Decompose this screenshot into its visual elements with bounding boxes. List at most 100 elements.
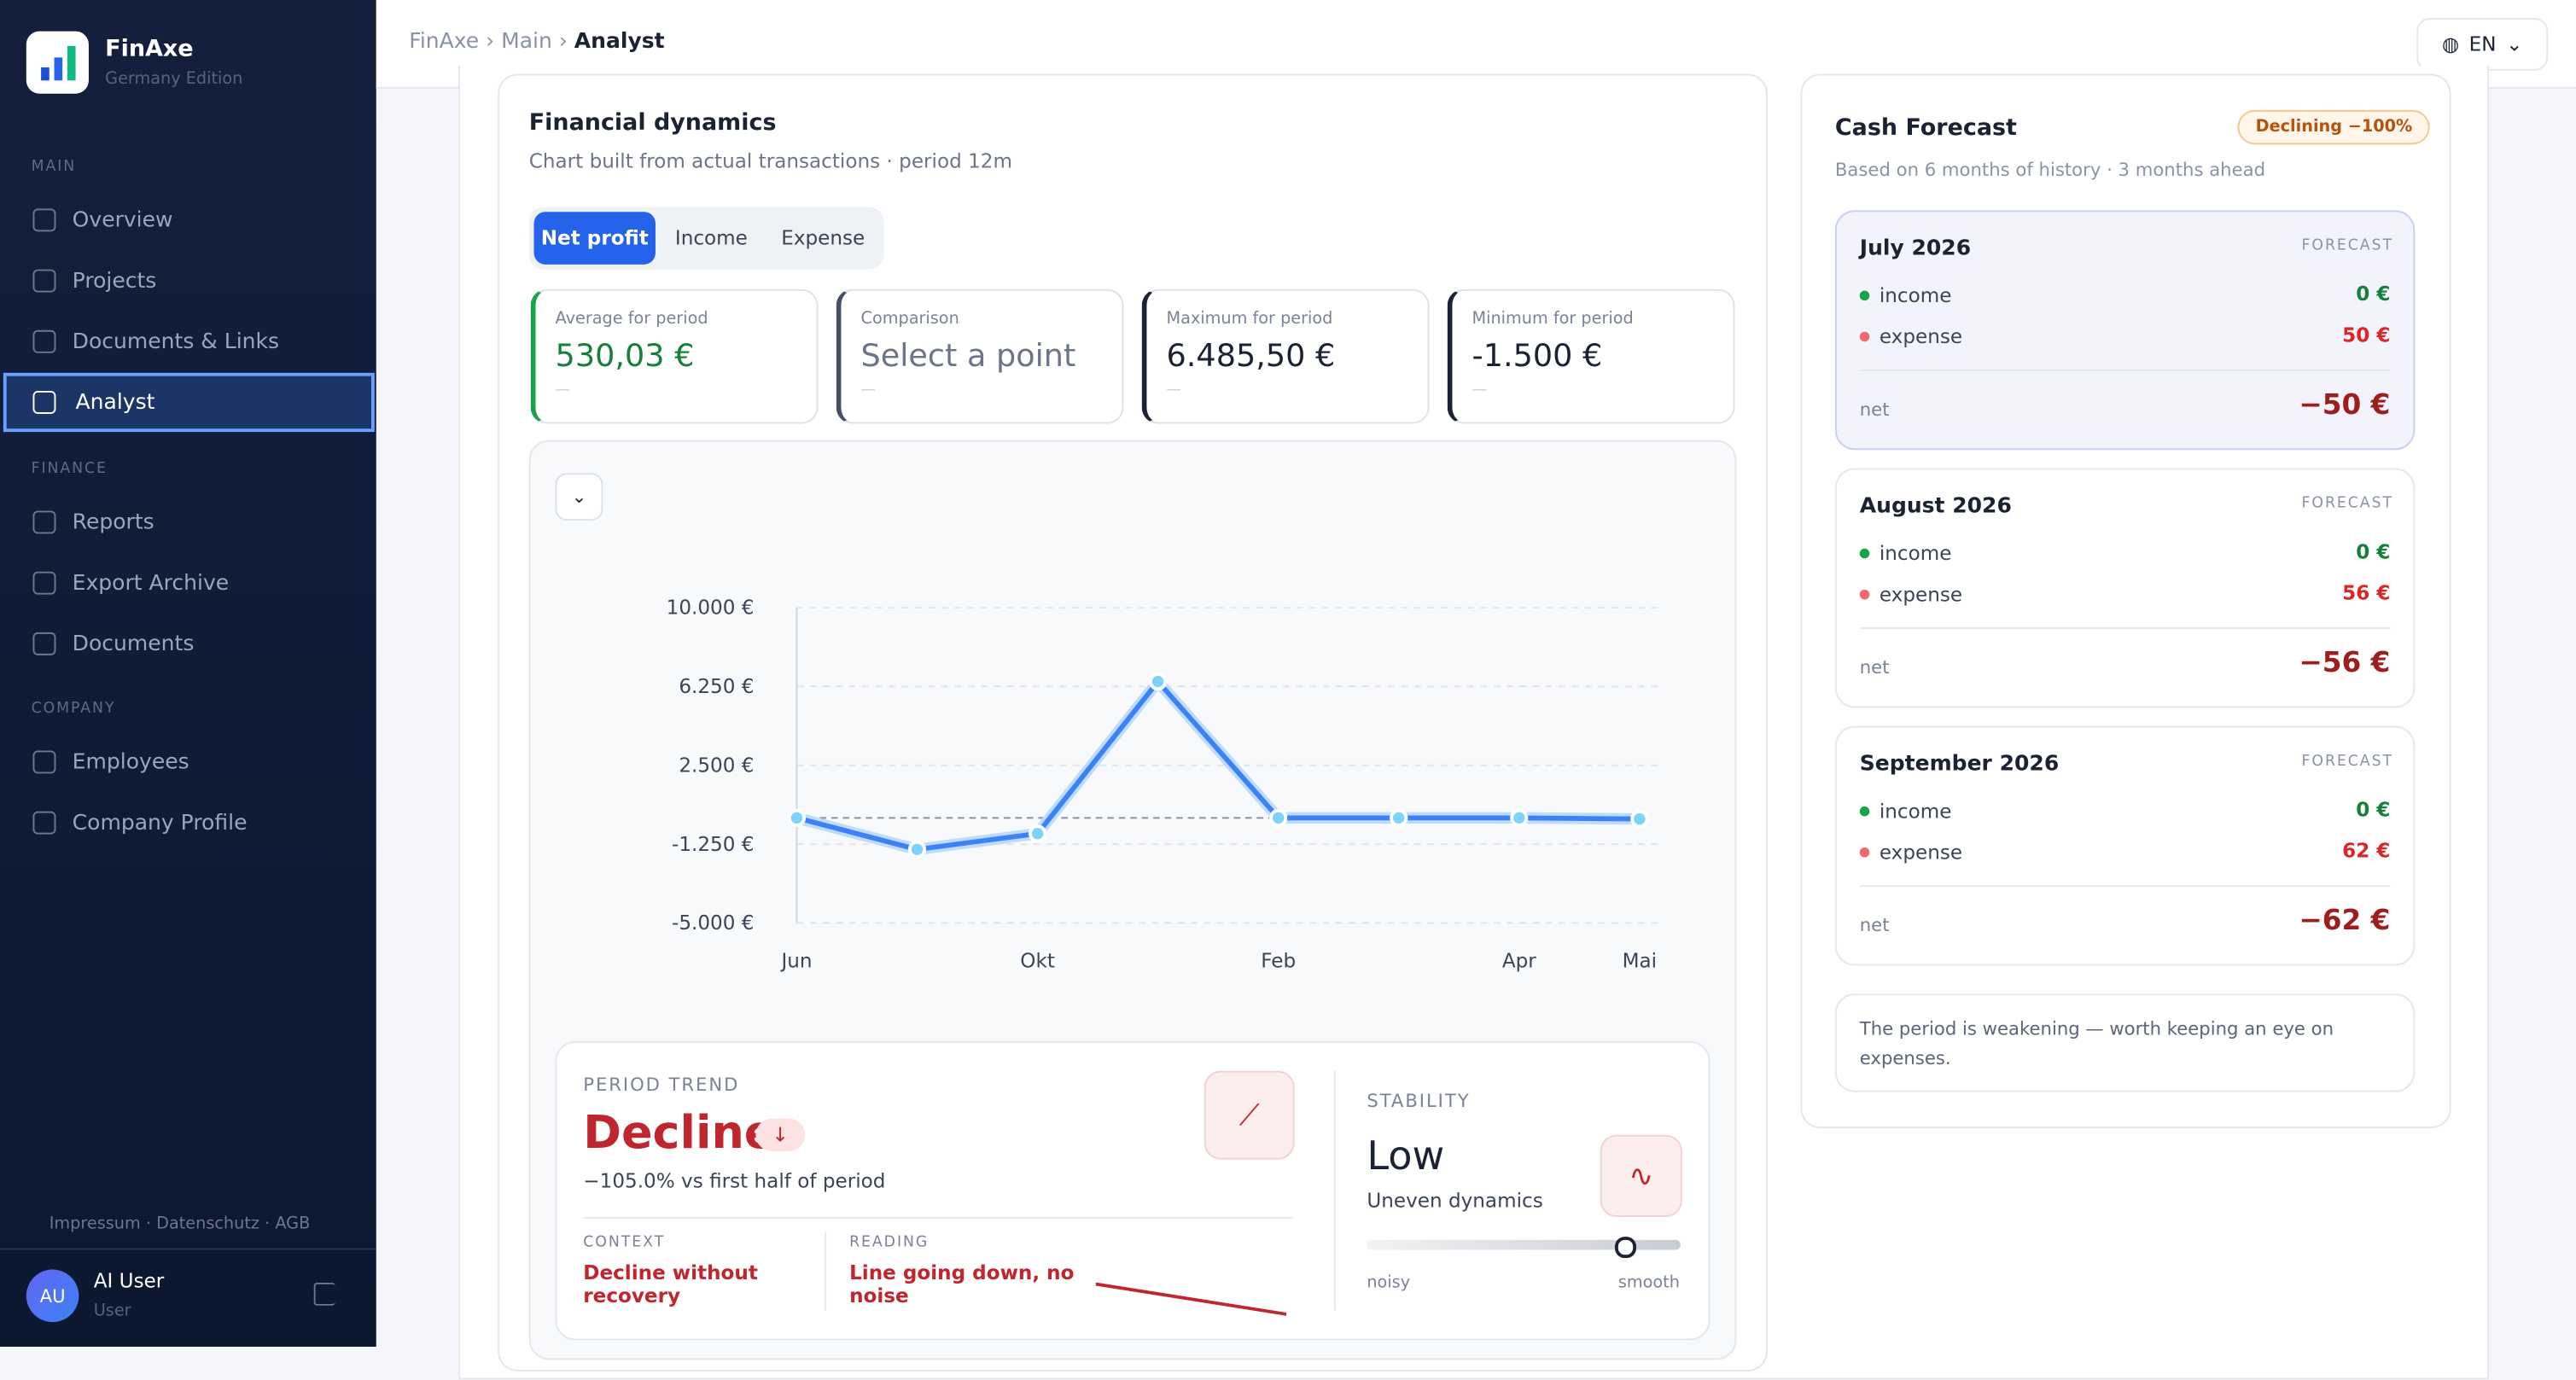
expense-label: expense — [1879, 325, 1963, 348]
dot — [1859, 847, 1870, 858]
scale — [1367, 1239, 1681, 1250]
point — [1149, 673, 1168, 691]
collapse[interactable]: ⌄ — [555, 473, 603, 521]
logout[interactable] — [313, 1282, 335, 1306]
net-label: net — [1859, 399, 1890, 421]
badge: Declining −100% — [2237, 109, 2431, 145]
divider — [825, 1232, 827, 1311]
link[interactable]: Impressum — [49, 1215, 141, 1234]
x-tick-label: Feb — [1261, 950, 1296, 972]
trend-card — [555, 1041, 1711, 1341]
income-label: income — [1879, 800, 1952, 824]
nav-item[interactable]: Reports — [72, 509, 154, 535]
net-label: net — [1859, 656, 1890, 678]
divider — [1859, 369, 2391, 371]
nav-item[interactable]: Employees — [72, 749, 189, 775]
month: September 2026 — [1859, 752, 2060, 777]
nav-item[interactable]: Documents & Links — [72, 329, 280, 354]
crumb: Analyst — [574, 29, 665, 55]
income: 0 € — [2356, 282, 2391, 306]
dot — [1859, 290, 1870, 301]
y-tick-label: 2.500 € — [679, 754, 754, 777]
forecast-note: The period is weakening — worth keeping … — [1834, 993, 2416, 1092]
spark-box: ⟋ — [1203, 1070, 1295, 1160]
expense-label: expense — [1879, 583, 1963, 607]
month-card — [1834, 210, 2416, 451]
brand: FinAxe — [105, 36, 194, 63]
footer-links: Impressum · Datenschutz · AGB — [49, 1215, 311, 1234]
line — [796, 678, 1640, 853]
nav-icon — [32, 269, 56, 293]
point — [907, 840, 927, 859]
nav-item[interactable]: Projects — [72, 268, 157, 294]
breadcrumb: FinAxe › Main › Analyst — [409, 29, 665, 55]
net: −56 € — [2299, 647, 2391, 680]
nav-icon — [32, 750, 56, 774]
nav-item[interactable]: Export Archive — [72, 570, 230, 596]
nav-item[interactable]: Documents — [72, 631, 195, 656]
net: −50 € — [2299, 389, 2391, 422]
net-label: net — [1859, 914, 1890, 936]
edition: Germany Edition — [105, 70, 243, 89]
down-icon: ↓ — [755, 1118, 806, 1152]
link[interactable]: Datenschutz — [156, 1215, 259, 1234]
tag: FORECAST — [2301, 238, 2394, 255]
nav-item[interactable]: Overview — [72, 207, 173, 233]
nav-icon — [32, 632, 56, 655]
logo — [26, 31, 89, 94]
nav-icon — [32, 208, 56, 232]
stat-value: 6.485,50 € — [1166, 338, 1336, 375]
month: July 2026 — [1859, 236, 1972, 261]
crumb[interactable]: Main — [501, 29, 552, 55]
net: −62 € — [2299, 905, 2391, 938]
point — [1630, 809, 1649, 829]
month: August 2026 — [1859, 494, 2012, 520]
stat-note: — — [1166, 382, 1181, 399]
x-tick-label: Jun — [779, 950, 812, 972]
scale-right: smooth — [1617, 1274, 1680, 1293]
section-title: COMPANY — [31, 701, 116, 718]
stability-detail: Uneven dynamics — [1367, 1189, 1543, 1213]
point — [1028, 824, 1047, 843]
link[interactable]: AGB — [275, 1215, 311, 1234]
stat-card — [836, 288, 1124, 424]
stat-value: -1.500 € — [1472, 338, 1603, 375]
nav-item[interactable]: Company Profile — [72, 810, 248, 836]
dot — [1859, 589, 1870, 600]
nav-icon — [32, 329, 56, 353]
section-title: MAIN — [31, 159, 77, 176]
stat-label: Average for period — [555, 310, 708, 329]
nav-item[interactable]: Analyst — [3, 372, 375, 433]
nav-icon — [32, 571, 56, 595]
tag: FORECAST — [2301, 754, 2394, 771]
income-label: income — [1879, 283, 1952, 307]
user-role: User — [93, 1302, 131, 1321]
label: PERIOD TREND — [583, 1074, 740, 1096]
detail: −105.0% vs first half of period — [583, 1169, 886, 1193]
x-tick-label: Okt — [1020, 950, 1055, 972]
tab[interactable]: Net profit — [533, 212, 656, 265]
x-tick-label: Apr — [1502, 950, 1536, 972]
stat-label: Minimum for period — [1472, 310, 1634, 329]
crumb[interactable]: FinAxe — [409, 29, 480, 55]
point — [1269, 808, 1288, 827]
language[interactable]: ◍ EN ⌄ — [2416, 18, 2549, 71]
value: Decline — [583, 1105, 776, 1160]
scale-left: noisy — [1367, 1274, 1411, 1293]
tab[interactable]: Income — [674, 226, 748, 250]
forecast-subtitle: Based on 6 months of history · 3 months … — [1834, 159, 2266, 181]
stat-label: Comparison — [860, 310, 959, 329]
title: Financial dynamics — [528, 109, 777, 137]
nav-icon — [32, 510, 56, 534]
tab[interactable]: Expense — [781, 226, 865, 250]
avatar: AU — [26, 1269, 79, 1323]
divider — [583, 1216, 1293, 1219]
stat-card — [1447, 288, 1735, 424]
stat-note: — — [1472, 382, 1487, 399]
stat-value: Select a point — [860, 338, 1076, 375]
context-label: CONTEXT — [583, 1235, 666, 1252]
subtitle: Chart built from actual transactions · p… — [528, 149, 1012, 173]
y-tick-label: -1.250 € — [672, 834, 754, 856]
